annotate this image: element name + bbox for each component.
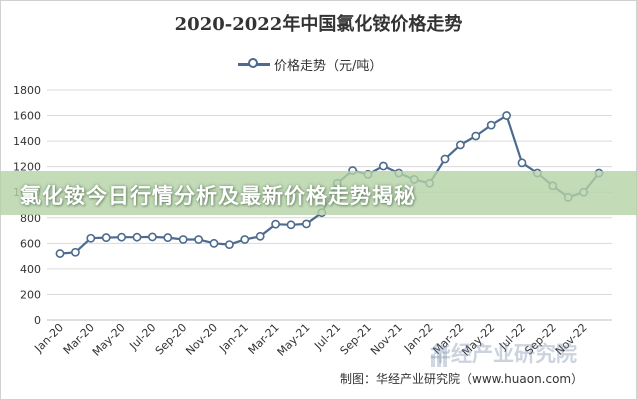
data-point [194, 235, 203, 244]
data-point [486, 120, 496, 130]
x-tick-label: Nov-21 [368, 321, 405, 358]
data-point [271, 219, 280, 229]
data-point [471, 131, 481, 141]
y-tick-label: 1400 [13, 135, 41, 148]
data-point [178, 235, 188, 244]
data-point [117, 232, 126, 242]
x-tick-label: May-20 [90, 321, 128, 359]
y-tick-label: 600 [20, 237, 41, 250]
x-tick-label: May-21 [275, 321, 313, 359]
data-point [286, 220, 296, 230]
data-point [163, 233, 173, 242]
data-point [71, 247, 80, 257]
data-point [440, 154, 450, 164]
chart-title: 2020-2022年中国氯化铵价格走势 [174, 14, 463, 35]
y-tick-label: 1200 [13, 161, 41, 174]
data-point [255, 231, 265, 241]
data-point [240, 235, 250, 244]
data-point [502, 111, 511, 120]
headline-banner [0, 171, 637, 215]
data-point [378, 161, 388, 171]
y-tick-label: 400 [20, 263, 41, 276]
headline-text: 氯化铵今日行情分析及最新价格走势揭秘 [20, 184, 416, 208]
data-point [224, 240, 234, 250]
legend-line-swatch [238, 57, 270, 71]
data-point [455, 140, 465, 150]
legend: 价格走势（元/吨） [238, 54, 382, 74]
x-tick-label: Sep-20 [153, 321, 190, 358]
x-tick-label: Jan-21 [216, 321, 251, 356]
y-tick-label: 800 [20, 212, 41, 225]
data-point [301, 219, 311, 229]
data-point [147, 232, 157, 242]
x-tick-label: Nov-20 [183, 321, 220, 358]
legend-label: 价格走势（元/吨） [274, 58, 383, 74]
y-tick-label: 1800 [13, 84, 41, 97]
data-point [55, 249, 65, 258]
data-point [101, 233, 111, 242]
data-point [132, 232, 142, 242]
y-tick-label: 200 [20, 288, 41, 301]
x-tick-label: Sep-21 [338, 321, 375, 358]
watermark-logo-icon [431, 346, 447, 367]
y-tick-label: 0 [34, 314, 41, 327]
data-point [517, 158, 527, 168]
data-point [86, 233, 96, 243]
source-note: 制图：华经产业研究院（www.huaon.com） [340, 372, 584, 386]
y-tick-label: 1600 [13, 110, 41, 123]
watermark: 华经产业研究院 [430, 342, 577, 366]
data-point [209, 238, 219, 248]
